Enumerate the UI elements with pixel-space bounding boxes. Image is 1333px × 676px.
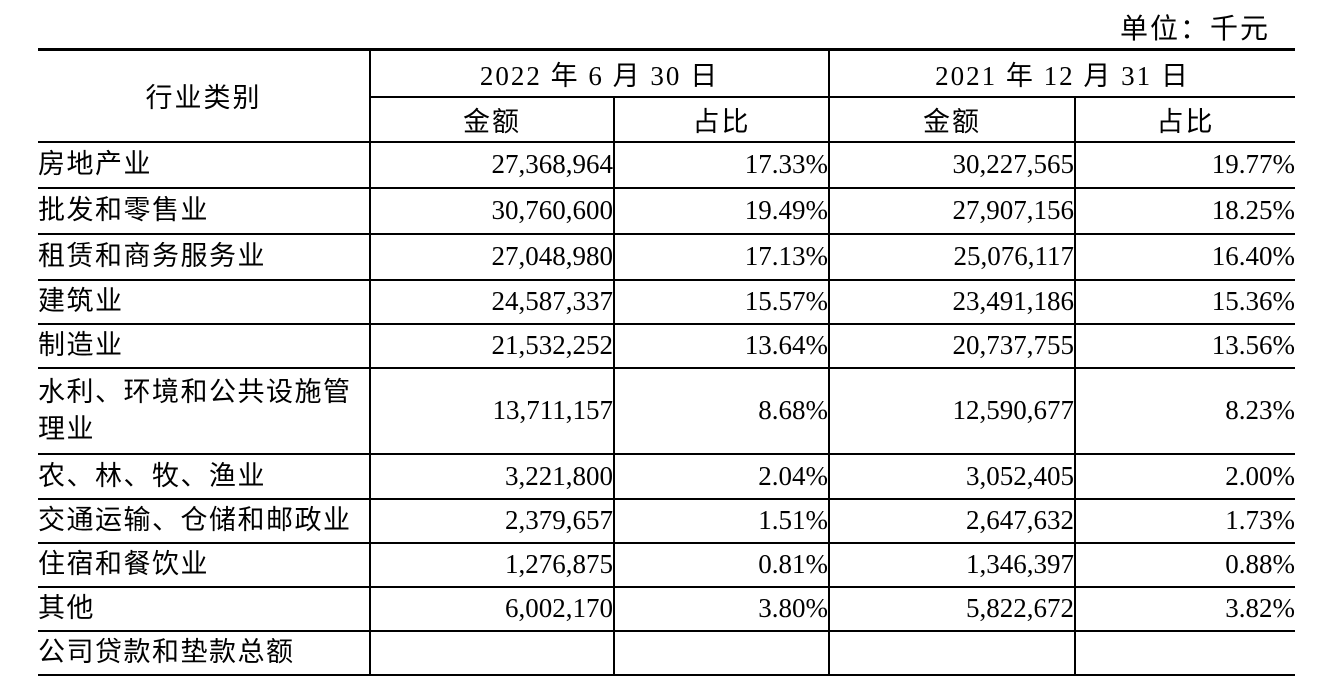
ratio-2022-cell: 15.57%	[614, 278, 830, 325]
ratio-2022-cell: 8.68%	[614, 366, 830, 455]
table-row: 批发和零售业 30,760,600 19.49% 27,907,156 18.2…	[38, 186, 1295, 235]
header-period-2022: 2022 年 6 月 30 日	[370, 48, 830, 98]
industry-cell: 房地产业	[38, 140, 371, 189]
header-row-columns: 金额 占比 金额 占比	[38, 95, 1295, 143]
amount-2022-cell: 27,048,980	[370, 232, 615, 281]
amount-2022-cell: 1,276,875	[370, 541, 615, 588]
amount-2021-cell: 2,647,632	[829, 497, 1076, 544]
industry-cell: 建筑业	[38, 278, 371, 325]
ratio-2021-cell: 1.73%	[1075, 497, 1295, 544]
amount-2021-cell: 12,590,677	[829, 366, 1076, 455]
amount-2022-cell: 3,221,800	[370, 452, 615, 500]
amount-2021-cell: 3,052,405	[829, 452, 1076, 500]
table-row: 房地产业 27,368,964 17.33% 30,227,565 19.77%	[38, 140, 1295, 189]
table-row: 制造业 21,532,252 13.64% 20,737,755 13.56%	[38, 322, 1295, 369]
header-amount-2022: 金额	[370, 95, 615, 143]
ratio-2022-cell: 1.51%	[614, 497, 830, 544]
table-row: 交通运输、仓储和邮政业 2,379,657 1.51% 2,647,632 1.…	[38, 497, 1295, 544]
ratio-2021-cell: 2.00%	[1075, 452, 1295, 500]
amount-2021-cell: 27,907,156	[829, 186, 1076, 235]
industry-cell: 公司贷款和垫款总额	[38, 629, 371, 676]
amount-2021-cell	[829, 629, 1076, 676]
table-row: 其他 6,002,170 3.80% 5,822,672 3.82%	[38, 585, 1295, 632]
amount-2022-cell	[370, 629, 615, 676]
amount-2022-cell: 13,711,157	[370, 366, 615, 455]
amount-2022-cell: 24,587,337	[370, 278, 615, 325]
ratio-2021-cell: 15.36%	[1075, 278, 1295, 325]
header-ratio-2022: 占比	[614, 95, 830, 143]
ratio-2022-cell	[614, 629, 830, 676]
ratio-2021-cell: 13.56%	[1075, 322, 1295, 369]
industry-cell: 批发和零售业	[38, 186, 371, 235]
header-industry: 行业类别	[38, 48, 371, 143]
ratio-2021-cell: 18.25%	[1075, 186, 1295, 235]
ratio-2021-cell: 19.77%	[1075, 140, 1295, 189]
ratio-2022-cell: 13.64%	[614, 322, 830, 369]
ratio-2022-cell: 19.49%	[614, 186, 830, 235]
amount-2022-cell: 27,368,964	[370, 140, 615, 189]
header-period-2021: 2021 年 12 月 31 日	[829, 48, 1295, 98]
industry-cell: 其他	[38, 585, 371, 632]
amount-2021-cell: 5,822,672	[829, 585, 1076, 632]
ratio-2022-cell: 2.04%	[614, 452, 830, 500]
ratio-2022-cell: 0.81%	[614, 541, 830, 588]
amount-2021-cell: 20,737,755	[829, 322, 1076, 369]
table-row: 建筑业 24,587,337 15.57% 23,491,186 15.36%	[38, 278, 1295, 325]
amount-2022-cell: 6,002,170	[370, 585, 615, 632]
industry-loans-table: 行业类别 2022 年 6 月 30 日 2021 年 12 月 31 日 金额…	[38, 48, 1295, 676]
ratio-2021-cell: 8.23%	[1075, 366, 1295, 455]
amount-2022-cell: 30,760,600	[370, 186, 615, 235]
table-row-partial: 公司贷款和垫款总额	[38, 629, 1295, 676]
industry-cell: 制造业	[38, 322, 371, 369]
ratio-2022-cell: 17.33%	[614, 140, 830, 189]
industry-cell: 交通运输、仓储和邮政业	[38, 497, 371, 544]
table-row: 农、林、牧、渔业 3,221,800 2.04% 3,052,405 2.00%	[38, 452, 1295, 500]
ratio-2022-cell: 17.13%	[614, 232, 830, 281]
industry-cell: 租赁和商务服务业	[38, 232, 371, 281]
ratio-2022-cell: 3.80%	[614, 585, 830, 632]
ratio-2021-cell: 3.82%	[1075, 585, 1295, 632]
industry-cell: 水利、环境和公共设施管 理业	[38, 366, 371, 455]
table-row: 水利、环境和公共设施管 理业 13,711,157 8.68% 12,590,6…	[38, 366, 1295, 455]
ratio-2021-cell: 16.40%	[1075, 232, 1295, 281]
amount-2021-cell: 30,227,565	[829, 140, 1076, 189]
amount-2022-cell: 21,532,252	[370, 322, 615, 369]
amount-2021-cell: 23,491,186	[829, 278, 1076, 325]
header-ratio-2021: 占比	[1075, 95, 1295, 143]
header-amount-2021: 金额	[829, 95, 1076, 143]
industry-cell: 住宿和餐饮业	[38, 541, 371, 588]
amount-2022-cell: 2,379,657	[370, 497, 615, 544]
ratio-2021-cell	[1075, 629, 1295, 676]
industry-cell: 农、林、牧、渔业	[38, 452, 371, 500]
ratio-2021-cell: 0.88%	[1075, 541, 1295, 588]
table-row: 住宿和餐饮业 1,276,875 0.81% 1,346,397 0.88%	[38, 541, 1295, 588]
unit-label: 单位：千元	[1119, 14, 1270, 45]
amount-2021-cell: 25,076,117	[829, 232, 1076, 281]
amount-2021-cell: 1,346,397	[829, 541, 1076, 588]
header-row-periods: 行业类别 2022 年 6 月 30 日 2021 年 12 月 31 日	[38, 48, 1295, 143]
table-row: 租赁和商务服务业 27,048,980 17.13% 25,076,117 16…	[38, 232, 1295, 281]
